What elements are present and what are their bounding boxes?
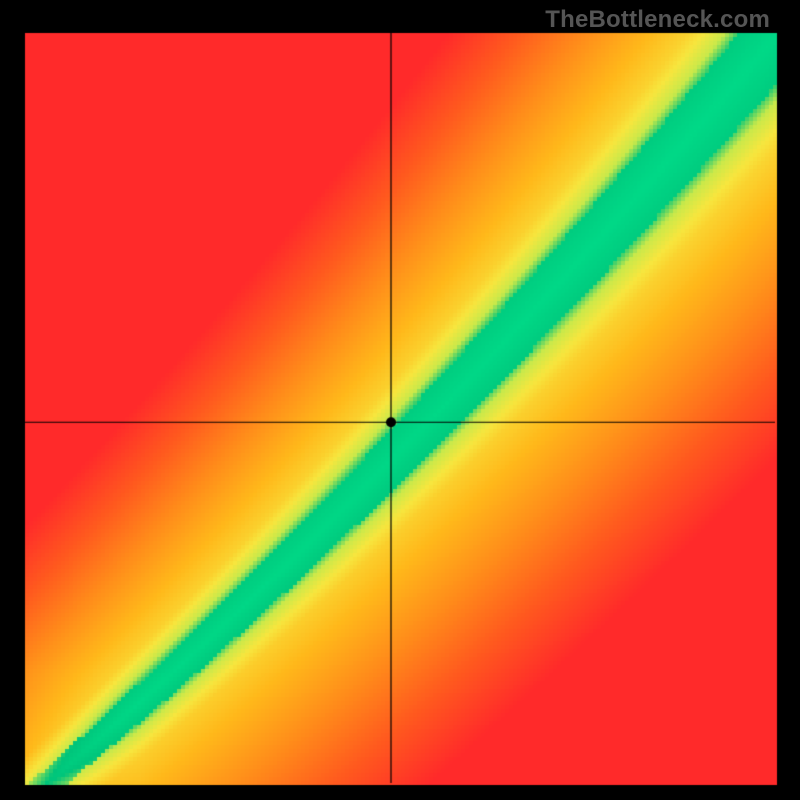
- bottleneck-heatmap: [0, 0, 800, 800]
